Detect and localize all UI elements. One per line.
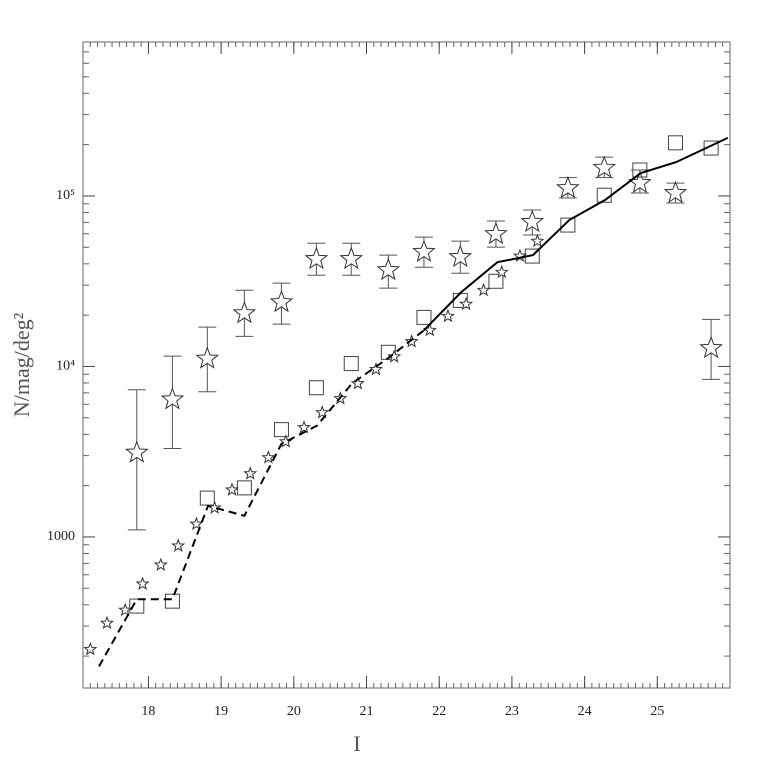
star-marker <box>376 257 401 281</box>
line <box>98 329 425 667</box>
star-marker <box>350 376 365 390</box>
square-marker <box>273 422 289 438</box>
square-marker <box>632 162 648 178</box>
square-marker <box>416 309 432 325</box>
star-marker <box>412 239 436 263</box>
star-marker <box>387 349 402 363</box>
star-marker <box>195 346 220 369</box>
star-marker <box>440 308 455 323</box>
star-marker <box>315 405 330 419</box>
star-marker <box>269 289 294 313</box>
star-marker <box>459 296 474 311</box>
square-marker <box>129 598 145 614</box>
star-marker <box>556 175 580 199</box>
x-tick-label: 19 <box>214 704 228 719</box>
star-marker <box>83 642 98 656</box>
y-tick-label: 10⁵ <box>56 188 75 203</box>
star-marker <box>160 387 185 410</box>
line <box>423 136 729 331</box>
star-marker <box>243 466 258 480</box>
star-marker <box>118 602 133 617</box>
star-marker <box>189 516 204 531</box>
x-tick-label: 18 <box>141 704 155 719</box>
star-marker <box>699 335 723 359</box>
square-marker <box>560 217 576 233</box>
x-tick-label: 20 <box>287 704 301 719</box>
star-marker <box>171 538 186 552</box>
x-tick-label: 25 <box>650 704 664 719</box>
square-marker <box>199 490 215 506</box>
x-tick-label: 23 <box>505 704 519 719</box>
star-marker <box>592 155 617 178</box>
star-marker <box>224 482 240 496</box>
star-marker <box>261 450 276 464</box>
y-tick-label: 1000 <box>47 529 75 544</box>
star-marker <box>99 615 115 630</box>
star-marker <box>448 244 473 268</box>
plot-area <box>83 135 729 667</box>
star-marker <box>296 420 312 434</box>
square-marker <box>164 593 180 609</box>
star-marker <box>484 221 508 245</box>
x-tick-label: 22 <box>432 704 446 719</box>
x-tick-label: 24 <box>578 704 592 719</box>
star-marker <box>304 246 329 270</box>
square-marker <box>308 380 324 396</box>
star-marker <box>476 282 491 297</box>
square-marker <box>488 273 504 289</box>
x-axis-label: I <box>353 731 360 756</box>
square-marker <box>380 344 396 360</box>
square-marker <box>667 135 683 151</box>
star-marker <box>232 300 257 324</box>
star-marker <box>368 362 384 376</box>
star-marker <box>124 440 149 463</box>
error-bar <box>127 389 146 531</box>
square-marker <box>236 480 252 496</box>
x-tick-label: 21 <box>360 704 374 719</box>
plot-frame <box>82 41 731 689</box>
star-marker <box>530 233 545 248</box>
star-marker <box>135 576 150 590</box>
y-axis-label: N/mag/deg² <box>9 312 34 417</box>
star-marker <box>663 180 688 204</box>
y-tick-label: 10⁴ <box>56 359 75 374</box>
star-marker <box>153 557 168 571</box>
square-marker <box>343 356 359 372</box>
star-marker <box>520 209 545 233</box>
star-marker <box>494 264 509 279</box>
star-marker <box>339 246 364 270</box>
